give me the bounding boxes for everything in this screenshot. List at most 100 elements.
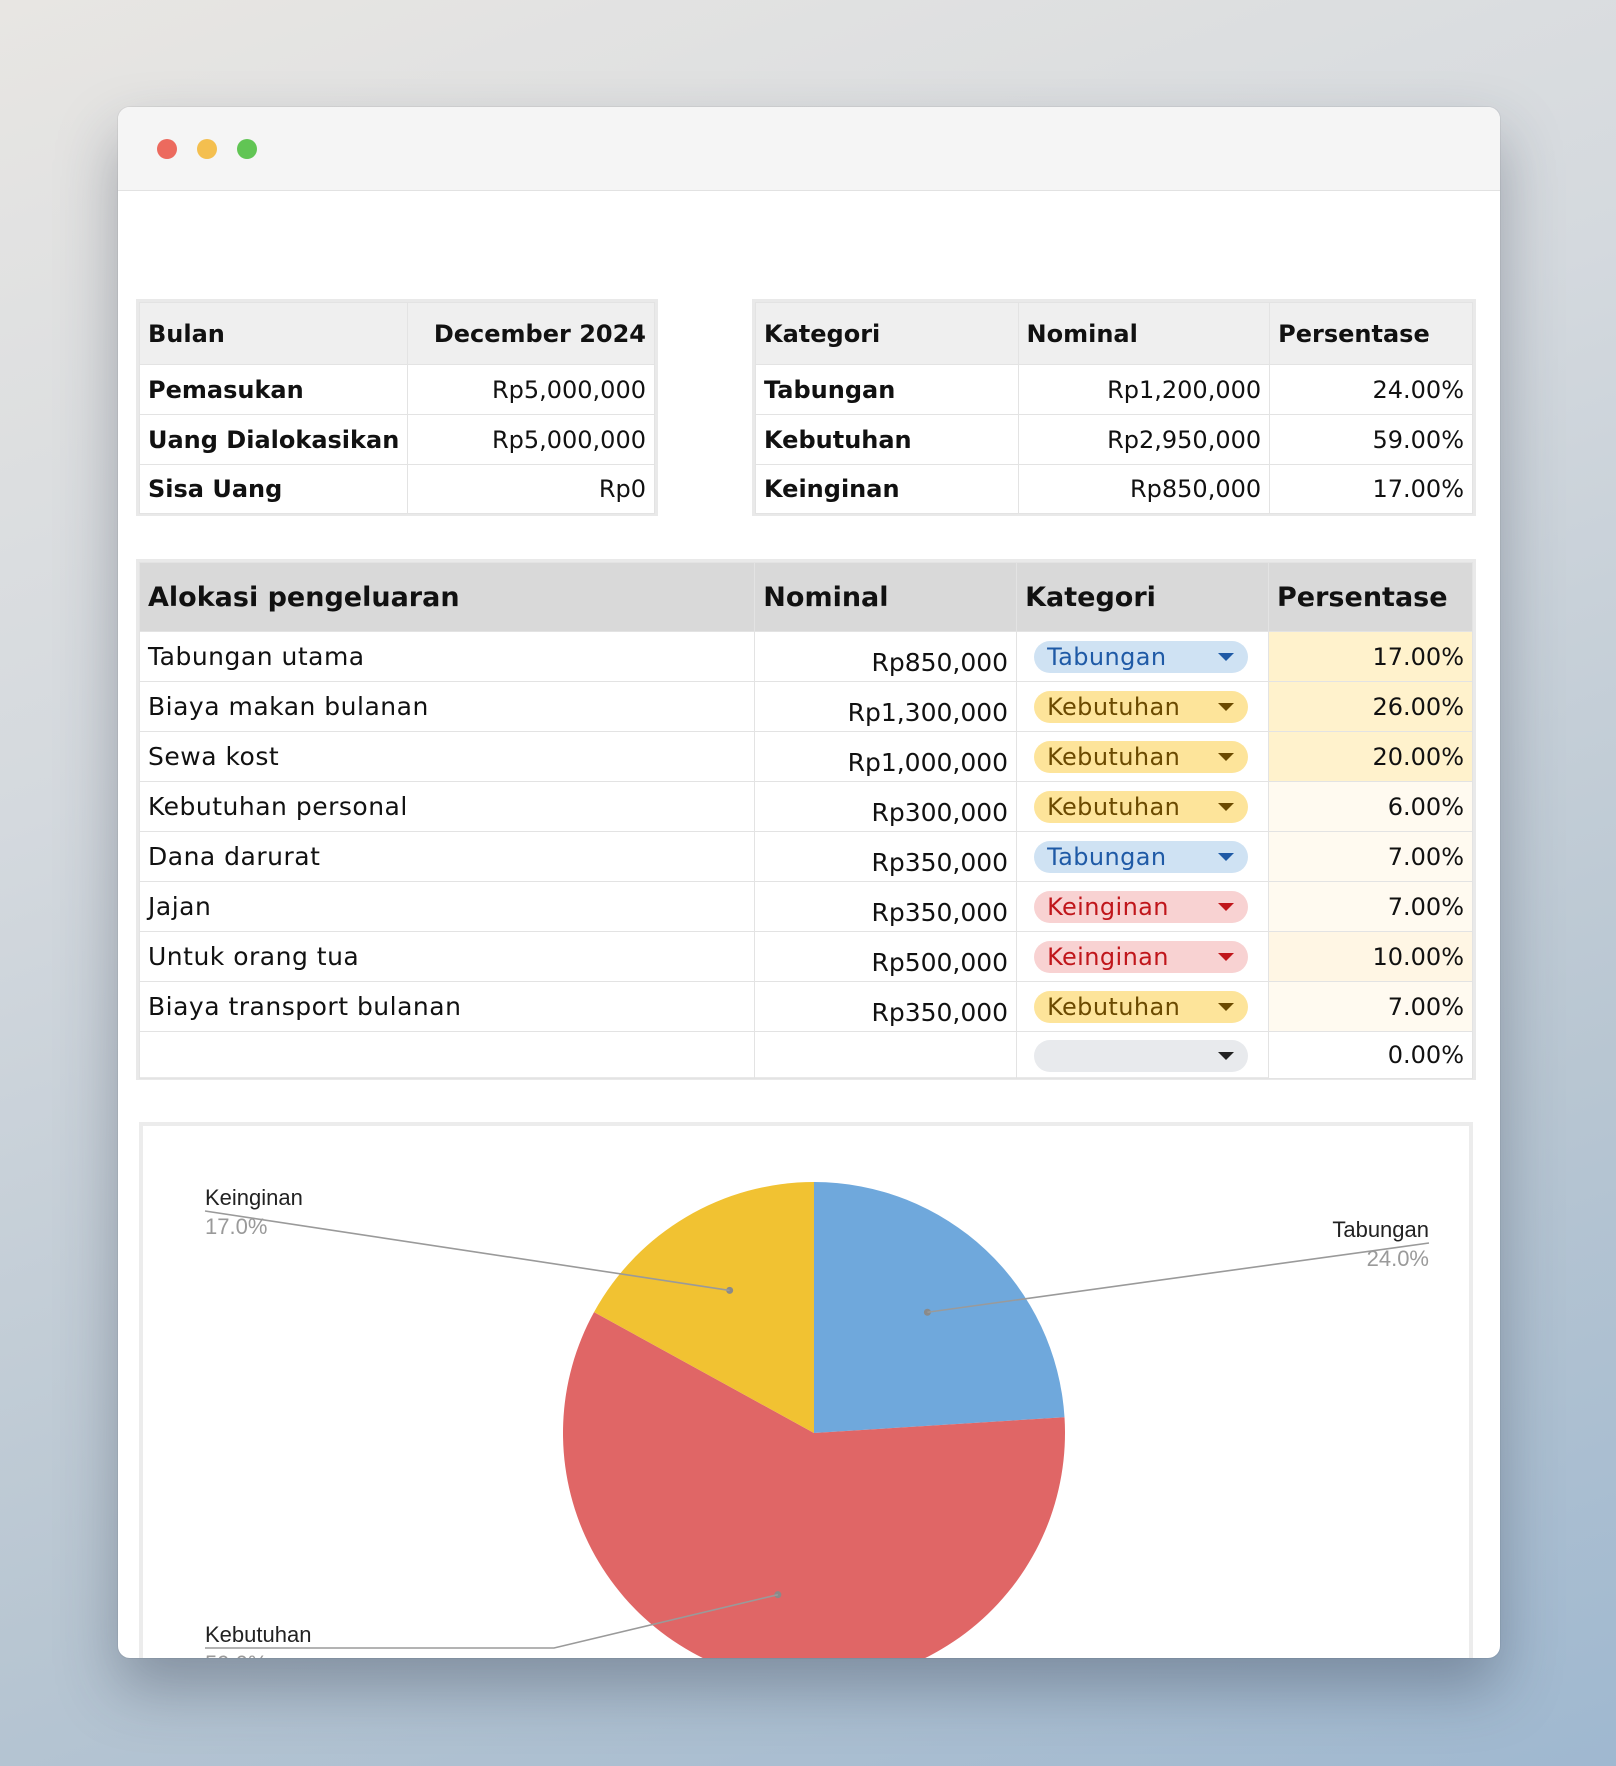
- category-name[interactable]: Keinginan: [755, 464, 1019, 514]
- maximize-window-button[interactable]: [237, 139, 257, 159]
- category-dropdown[interactable]: [1034, 1040, 1249, 1072]
- category-dropdown[interactable]: Tabungan: [1034, 840, 1249, 873]
- table-row: Biaya makan bulanan Rp1,300,000 Kebutuhan 2…: [138, 681, 1473, 732]
- category-nominal[interactable]: Rp850,000: [1017, 464, 1271, 514]
- pie-slice-kebutuhan[interactable]: [563, 1312, 1065, 1658]
- allocation-category-cell[interactable]: Kebutuhan: [1016, 681, 1270, 732]
- summary-frame: [136, 299, 658, 516]
- pie-leader-line: [927, 1242, 1430, 1314]
- allocation-category-cell[interactable]: Kebutuhan: [1016, 731, 1270, 782]
- allocation-percent-cell[interactable]: 0.00%: [1268, 1031, 1473, 1079]
- allocation-name-cell[interactable]: Biaya makan bulanan: [138, 681, 756, 732]
- allocation-nominal-cell[interactable]: Rp300,000: [754, 781, 1018, 832]
- allocation-percent-cell[interactable]: 7.00%: [1268, 981, 1473, 1032]
- allocation-nominal-cell[interactable]: Rp1,000,000: [754, 731, 1018, 782]
- allocation-category-cell[interactable]: Keinginan: [1016, 931, 1270, 982]
- category-dropdown-label: Kebutuhan: [1047, 692, 1181, 721]
- pie-slice-tabungan[interactable]: [814, 1182, 1065, 1433]
- summary-table: Bulan December 2024 Pemasukan Rp5,000,00…: [138, 302, 655, 514]
- allocation-col-header[interactable]: Persentase: [1268, 562, 1473, 632]
- chevron-down-icon: [1218, 802, 1235, 811]
- chevron-down-icon: [1218, 902, 1235, 911]
- summary-label[interactable]: Pemasukan: [138, 364, 409, 415]
- allocation-table: Alokasi pengeluaran Nominal Kategori Per…: [138, 562, 1473, 1079]
- allocation-nominal-cell[interactable]: Rp500,000: [754, 931, 1018, 982]
- allocation-col-header[interactable]: Nominal: [754, 562, 1018, 632]
- category-name[interactable]: Tabungan: [755, 364, 1019, 415]
- category-nominal[interactable]: Rp1,200,000: [1017, 364, 1271, 415]
- allocation-name-cell[interactable]: Dana darurat: [138, 831, 756, 882]
- category-dropdown-label: Kebutuhan: [1047, 792, 1181, 821]
- close-window-button[interactable]: [157, 139, 177, 159]
- pie-percent-kebutuhan: 59.0%: [205, 1651, 267, 1658]
- category-percent[interactable]: 59.00%: [1269, 414, 1473, 465]
- category-dropdown[interactable]: Keinginan: [1034, 890, 1249, 923]
- category-dropdown-label: Tabungan: [1047, 842, 1167, 871]
- summary-header-label[interactable]: Bulan: [138, 302, 409, 365]
- chevron-down-icon: [1218, 702, 1235, 711]
- allocation-category-cell[interactable]: [1016, 1031, 1270, 1079]
- category-dropdown[interactable]: Kebutuhan: [1034, 690, 1249, 723]
- table-row: Kebutuhan personal Rp300,000 Kebutuhan 6.00…: [138, 781, 1473, 832]
- allocation-percent-cell[interactable]: 7.00%: [1268, 881, 1473, 932]
- allocation-nominal-cell[interactable]: Rp350,000: [754, 981, 1018, 1032]
- summary-value[interactable]: Rp5,000,000: [407, 364, 655, 415]
- category-dropdown-label: Tabungan: [1047, 642, 1167, 671]
- pie-label-keinginan: Keinginan: [205, 1185, 303, 1210]
- category-dropdown[interactable]: Kebutuhan: [1034, 990, 1249, 1023]
- allocation-category-cell[interactable]: Kebutuhan: [1016, 981, 1270, 1032]
- allocation-name-cell[interactable]: Kebutuhan personal: [138, 781, 756, 832]
- allocation-category-cell[interactable]: Tabungan: [1016, 831, 1270, 882]
- category-col-header[interactable]: Persentase: [1269, 302, 1473, 365]
- allocation-name-cell[interactable]: Tabungan utama: [138, 631, 756, 682]
- pie-chart[interactable]: Tabungan 24.0% Kebutuhan 59.0% Keinginan 17.0…: [139, 1122, 1473, 1658]
- allocation-name-cell[interactable]: Biaya transport bulanan: [138, 981, 756, 1032]
- category-frame: [752, 299, 1476, 516]
- minimize-window-button[interactable]: [197, 139, 217, 159]
- allocation-percent-cell[interactable]: 26.00%: [1268, 681, 1473, 732]
- category-dropdown[interactable]: Tabungan: [1034, 640, 1249, 673]
- allocation-percent-cell[interactable]: 6.00%: [1268, 781, 1473, 832]
- summary-label[interactable]: Uang Dialokasikan: [138, 414, 409, 465]
- category-summary-table: Kategori Nominal Persentase Tabungan Rp1…: [755, 302, 1473, 514]
- allocation-percent-cell[interactable]: 7.00%: [1268, 831, 1473, 882]
- chevron-down-icon: [1218, 952, 1235, 961]
- category-percent[interactable]: 17.00%: [1269, 464, 1473, 514]
- summary-label[interactable]: Sisa Uang: [138, 464, 409, 514]
- allocation-category-cell[interactable]: Tabungan: [1016, 631, 1270, 682]
- category-col-header[interactable]: Kategori: [755, 302, 1019, 365]
- allocation-category-cell[interactable]: Kebutuhan: [1016, 781, 1270, 832]
- category-name[interactable]: Kebutuhan: [755, 414, 1019, 465]
- table-row: Untuk orang tua Rp500,000 Keinginan 10.00%: [138, 931, 1473, 982]
- summary-value[interactable]: Rp5,000,000: [407, 414, 655, 465]
- allocation-nominal-cell[interactable]: Rp850,000: [754, 631, 1018, 682]
- pie-leader-line: [204, 1210, 730, 1292]
- category-nominal[interactable]: Rp2,950,000: [1017, 414, 1271, 465]
- category-percent[interactable]: 24.00%: [1269, 364, 1473, 415]
- allocation-col-header[interactable]: Alokasi pengeluaran: [138, 562, 756, 632]
- allocation-category-cell[interactable]: Keinginan: [1016, 881, 1270, 932]
- category-dropdown[interactable]: Kebutuhan: [1034, 740, 1249, 773]
- allocation-name-cell[interactable]: Jajan: [138, 881, 756, 932]
- allocation-nominal-cell[interactable]: Rp350,000: [754, 831, 1018, 882]
- summary-value[interactable]: Rp0: [407, 464, 655, 514]
- table-row: Tabungan utama Rp850,000 Tabungan 17.00%: [138, 631, 1473, 682]
- category-dropdown[interactable]: Keinginan: [1034, 940, 1249, 973]
- pie-slice-keinginan[interactable]: [594, 1182, 814, 1433]
- allocation-name-cell[interactable]: Sewa kost: [138, 731, 756, 782]
- allocation-name-cell[interactable]: Untuk orang tua: [138, 931, 756, 982]
- allocation-percent-cell[interactable]: 17.00%: [1268, 631, 1473, 682]
- allocation-nominal-cell[interactable]: Rp1,300,000: [754, 681, 1018, 732]
- app-window: Bulan December 2024 Pemasukan Rp5,000,00…: [118, 107, 1500, 1658]
- allocation-percent-cell[interactable]: 10.00%: [1268, 931, 1473, 982]
- allocation-nominal-cell[interactable]: [754, 1031, 1018, 1079]
- allocation-header-row: Alokasi pengeluaran Nominal Kategori Per…: [138, 562, 1473, 632]
- category-col-header[interactable]: Nominal: [1017, 302, 1271, 365]
- allocation-col-header[interactable]: Kategori: [1016, 562, 1270, 632]
- chevron-down-icon: [1218, 652, 1235, 661]
- allocation-name-cell[interactable]: [138, 1031, 756, 1079]
- category-dropdown[interactable]: Kebutuhan: [1034, 790, 1249, 823]
- allocation-nominal-cell[interactable]: Rp350,000: [754, 881, 1018, 932]
- summary-month-value[interactable]: December 2024: [407, 302, 655, 365]
- allocation-percent-cell[interactable]: 20.00%: [1268, 731, 1473, 782]
